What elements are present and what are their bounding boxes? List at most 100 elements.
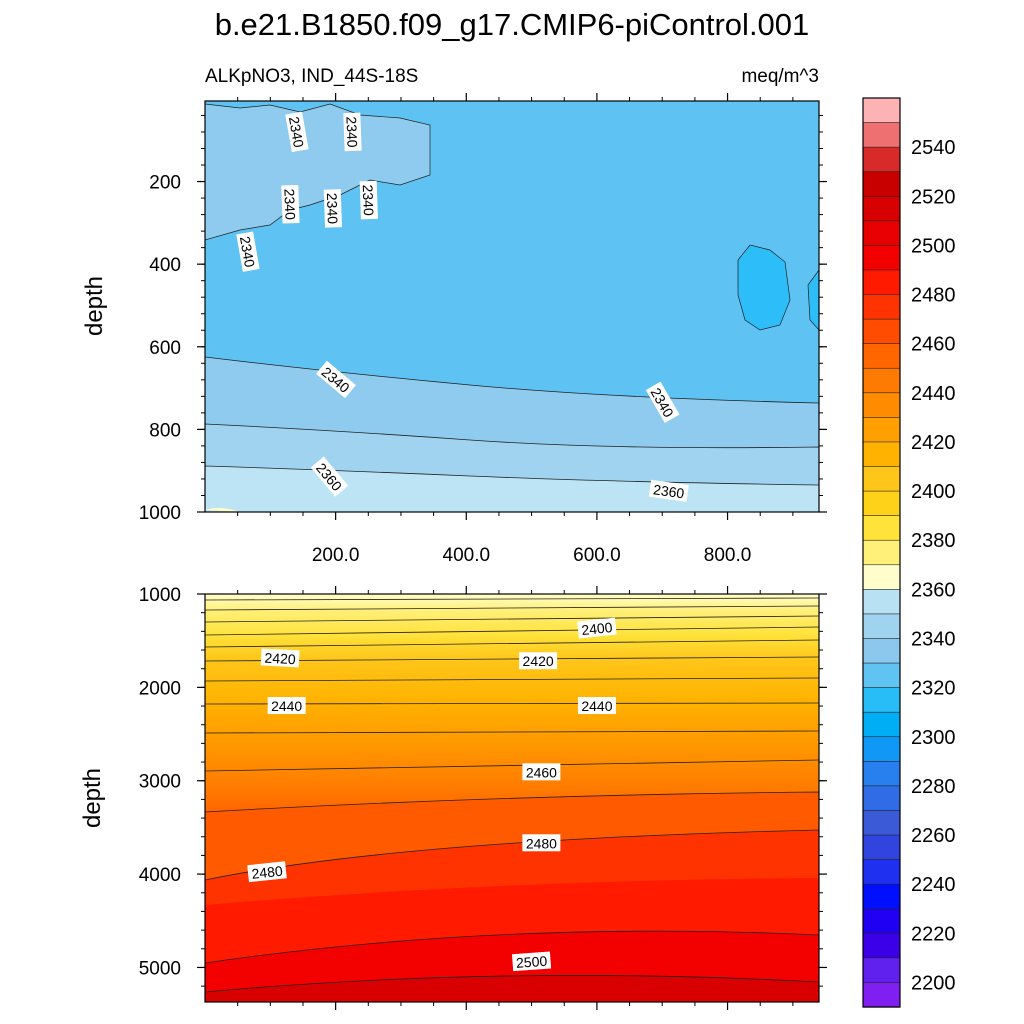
contour-label: 2340 [285,111,309,153]
contour-label-text: 2400 [581,619,614,638]
contour-label: 2440 [267,697,306,715]
colorbar-swatch [862,613,901,640]
lower-contour-line [205,730,819,734]
colorbar-swatch [862,343,901,369]
upper-dark-patch-2 [807,269,819,331]
colorbar-label: 2360 [911,579,956,601]
colorbar-label: 2520 [911,186,956,208]
contour-label: 2340 [323,189,343,228]
upper-axes: 200 400 600 800 1000 200.0 400.0 600.0 800.0 [139,93,827,566]
colorbar-swatch [862,908,901,934]
colorbar-swatch [862,490,901,517]
colorbar-swatch [862,269,901,296]
contour-label-box [645,381,680,423]
contour-label-box [236,231,260,272]
contour-label-text: 2340 [343,116,360,148]
colorbar-swatch [862,294,901,320]
contour-label: 2480 [522,834,561,852]
chart-title: b.e21.B1850.f09_g17.CMIP6-piControl.001 [215,7,810,42]
lower-contour-lines [205,597,819,772]
contour-label: 2340 [359,180,378,220]
contour-label-box [285,111,309,153]
colorbar-swatch [862,392,901,418]
upper-ylabel: depth [81,276,108,336]
lower-contour-line [205,702,819,705]
colorbar-label: 2440 [911,383,956,405]
ytick-label: 1000 [139,503,181,524]
contour-label-box [281,184,300,224]
colorbar-label: 2240 [911,874,956,896]
contour-label-box [267,697,306,715]
ytick-label: 5000 [139,958,181,979]
lower-ylabel: depth [79,768,106,828]
colorbar-swatch [862,932,901,959]
colorbar-label: 2540 [911,137,956,159]
colorbar-swatch [862,834,901,861]
colorbar-swatch [862,957,901,984]
colorbar-swatch [862,589,901,615]
ytick-label: 2000 [139,678,181,699]
lower-contour-line [205,759,819,772]
lower-contour-labels: 2400 2420 2420 2440 2440 2460 2480 2480 2500 [247,617,617,972]
colorbar-label: 2300 [911,727,956,749]
contour-label-text: 2480 [526,835,557,851]
units-subtitle: meq/m^3 [741,66,819,87]
colorbar-label: 2220 [911,923,956,945]
colorbar-swatch [862,810,901,836]
lower-contour-line [205,639,819,648]
colorbar-swatch [862,245,901,271]
colorbar-label: 2400 [911,481,956,503]
upper-light-patch [205,103,431,241]
colorbar-label: 2480 [911,285,956,307]
contour-label: 2420 [519,652,558,670]
colorbar-swatch [862,982,901,1008]
lower-band-2510 [205,975,819,1002]
ytick-label: 1000 [139,585,181,606]
colorbar-swatch [862,466,901,492]
colorbar-swatch [862,195,901,222]
upper-frame [204,100,820,513]
contour-label: 2400 [577,617,617,639]
contour-label: 2420 [260,648,300,668]
lower-contour-line [205,677,819,682]
ytick-label: 3000 [139,772,181,793]
lower-contour-line [205,605,819,611]
colorbar-label: 2500 [911,235,956,257]
colorbar-swatch [862,146,901,173]
contour-label-box [343,112,362,152]
ytick-label: 400 [149,255,181,276]
contour-label-text: 2360 [652,481,685,501]
colorbar-swatch [862,171,901,197]
colorbar-swatch [862,711,901,738]
ytick-label: 200 [149,173,181,194]
ytick-label: 600 [149,338,181,359]
left-subtitle: ALKpNO3, IND_44S-18S [205,66,418,87]
colorbar-label: 2200 [911,972,956,994]
upper-dark-patch-1 [737,244,791,331]
upper-band-2360 [205,465,819,512]
contour-label: 2500 [512,951,552,972]
colorbar-swatch [862,441,901,468]
colorbar-label: 2280 [911,776,956,798]
xtick-label: 800.0 [704,545,752,566]
ytick-label: 4000 [139,865,181,886]
contour-label-text: 2340 [286,115,307,149]
lower-panel-fill [205,594,819,1002]
contour-label-text: 2420 [523,653,554,669]
colorbar-swatch [862,662,901,689]
contour-label-box [648,479,689,502]
colorbar-swatch [862,736,901,762]
contour-label-box [577,697,616,715]
lower-contour-line [205,597,819,601]
contour-label: 2340 [343,112,362,152]
colorbar-swatch [862,687,901,713]
colorbar-frame [862,97,901,1008]
lower-contour-line [205,626,819,636]
lower-axes: 1000 2000 3000 4000 5000 [139,585,827,1010]
contour-label: 2480 [247,861,287,883]
contour-label-text: 2340 [360,184,377,216]
contour-label-box [359,180,378,220]
xtick-label: 200.0 [312,545,360,566]
